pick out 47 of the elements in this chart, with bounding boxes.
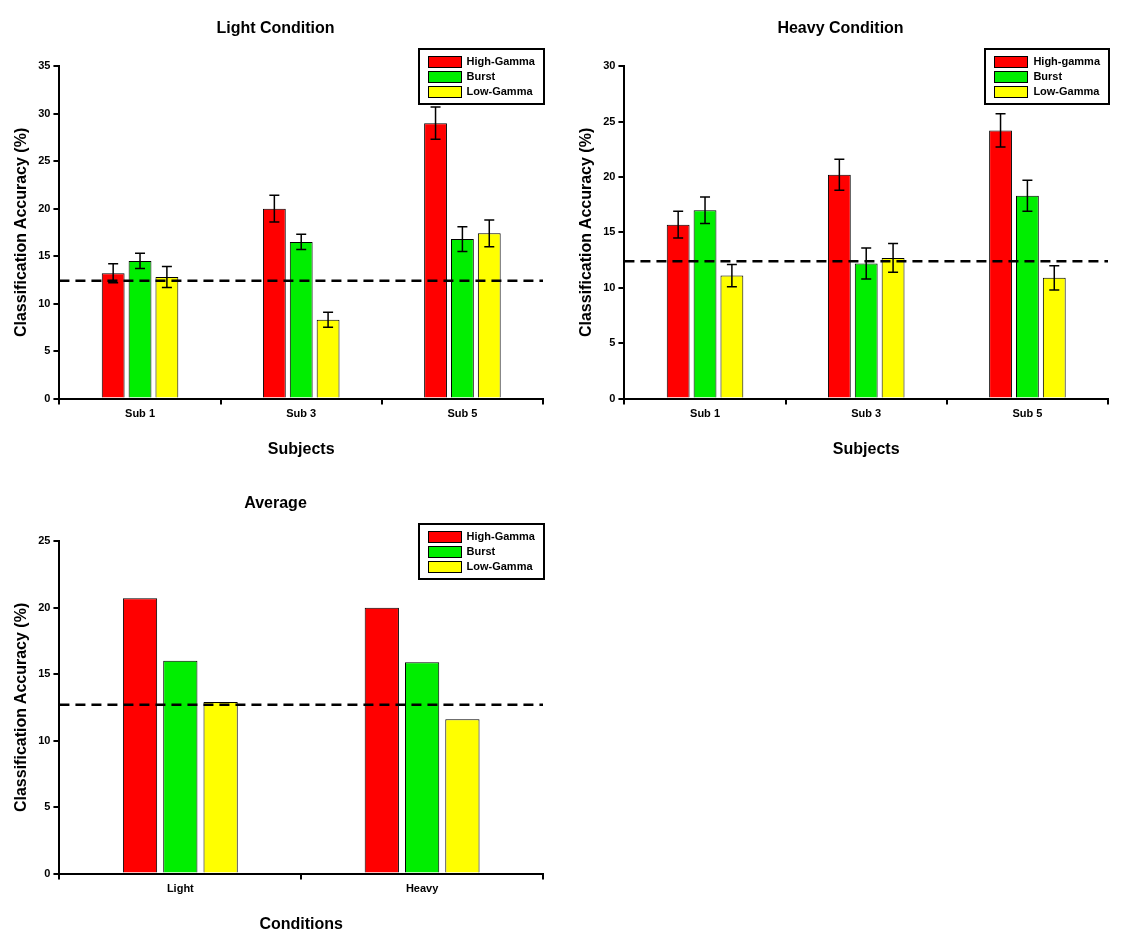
x-tick-label: Sub 5 — [447, 407, 478, 420]
legend-label: Burst — [1033, 69, 1063, 84]
x-tick-label: Sub 1 — [690, 407, 721, 420]
chart-title: Light Condition — [216, 19, 335, 37]
legend-label: Burst — [466, 544, 496, 559]
x-tick-label: Sub 3 — [851, 407, 882, 420]
x-tick-label: Sub 5 — [1012, 407, 1043, 420]
y-tick-label: 20 — [38, 201, 51, 214]
y-tick-label: 0 — [609, 391, 616, 404]
y-tick-label: 25 — [38, 534, 51, 547]
legend-label: Low-Gamma — [1033, 84, 1100, 99]
legend-label: High-Gamma — [466, 529, 535, 544]
y-tick-label: 5 — [44, 344, 51, 357]
legend-label: High-Gamma — [466, 54, 535, 69]
y-axis-title: Classification Accuracy (%) — [577, 127, 595, 338]
x-axis-title: Subjects — [267, 439, 335, 457]
legend-label: High-gamma — [1033, 54, 1100, 69]
y-tick-label: 15 — [38, 249, 51, 262]
y-tick-label: 25 — [603, 114, 616, 127]
x-axis-title: Subjects — [832, 439, 900, 457]
y-tick-label: 15 — [603, 225, 616, 238]
y-tick-label: 5 — [609, 336, 616, 349]
y-tick-label: 10 — [38, 733, 51, 746]
y-tick-label: 5 — [44, 800, 51, 813]
x-tick-label: Light — [166, 882, 195, 895]
x-tick-label: Sub 3 — [286, 407, 317, 420]
x-tick-label: Sub 1 — [125, 407, 156, 420]
legend-label: Low-Gamma — [466, 84, 533, 99]
y-tick-label: 30 — [38, 106, 51, 119]
y-tick-label: 25 — [38, 154, 51, 167]
y-axis-title: Classification Accuracy (%) — [12, 127, 30, 338]
y-tick-label: 35 — [38, 59, 51, 72]
y-tick-label: 10 — [603, 280, 616, 293]
y-tick-label: 20 — [38, 600, 51, 613]
x-axis-title: Conditions — [259, 914, 344, 932]
y-tick-label: 0 — [44, 866, 51, 879]
legend-label: Low-Gamma — [466, 559, 533, 574]
y-tick-label: 30 — [603, 59, 616, 72]
y-axis-title: Classification Accuracy (%) — [12, 602, 30, 813]
chart-title: Average — [244, 494, 307, 512]
x-tick-label: Heavy — [405, 882, 440, 895]
legend-label: Burst — [466, 69, 496, 84]
y-tick-label: 20 — [603, 170, 616, 183]
chart-title: Heavy Condition — [777, 19, 904, 37]
y-tick-label: 10 — [38, 296, 51, 309]
y-tick-label: 15 — [38, 667, 51, 680]
y-tick-label: 0 — [44, 391, 51, 404]
